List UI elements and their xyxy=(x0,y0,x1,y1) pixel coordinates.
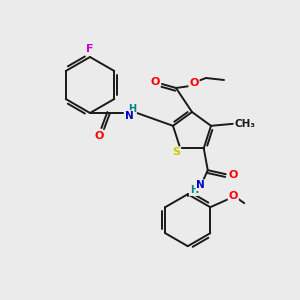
Text: O: O xyxy=(150,77,160,87)
Text: O: O xyxy=(189,78,199,88)
Text: S: S xyxy=(172,147,180,157)
Text: O: O xyxy=(94,131,104,141)
Text: H: H xyxy=(190,185,198,195)
Text: N: N xyxy=(196,180,205,190)
Text: CH₃: CH₃ xyxy=(235,119,256,129)
Text: O: O xyxy=(229,191,238,201)
Text: F: F xyxy=(86,44,94,54)
Text: O: O xyxy=(228,170,237,180)
Text: N: N xyxy=(124,111,134,121)
Text: H: H xyxy=(128,104,136,114)
